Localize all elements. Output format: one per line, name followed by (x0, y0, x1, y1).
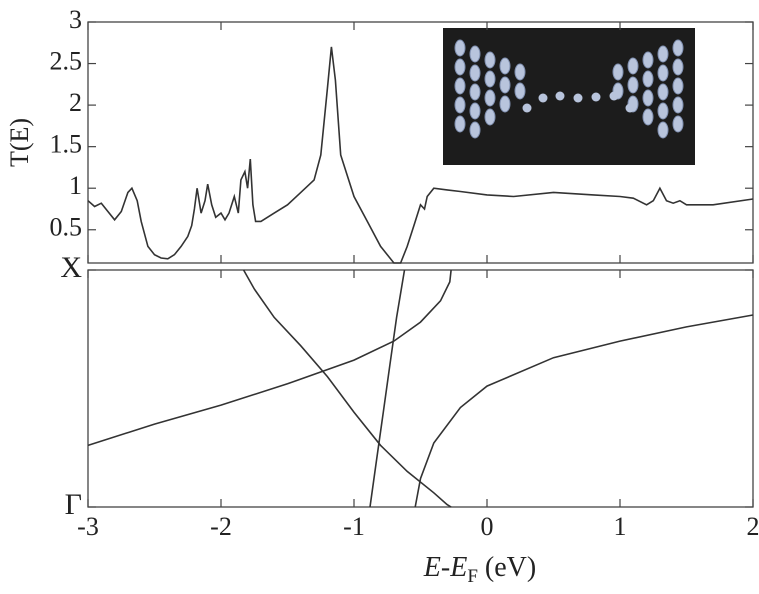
atoms (454, 39, 684, 139)
atom (591, 92, 601, 102)
atom (514, 82, 526, 100)
y-tick-label: 3 (69, 5, 82, 34)
inset-background (443, 28, 695, 165)
atom (469, 64, 481, 82)
atom (522, 103, 532, 113)
curve (87, 46, 754, 264)
atom (627, 76, 639, 94)
atom (454, 58, 466, 76)
atom (642, 108, 654, 126)
curve (87, 269, 452, 447)
y-tick-label: 1 (69, 171, 82, 200)
atom (657, 45, 669, 63)
atom (499, 57, 511, 75)
atom (625, 103, 635, 113)
atom (484, 51, 496, 69)
atom (469, 121, 481, 139)
y-tick-label: 0.5 (50, 213, 83, 242)
atom (484, 108, 496, 126)
atom (672, 96, 684, 114)
atom (514, 63, 526, 81)
atom (484, 89, 496, 107)
atom (499, 95, 511, 113)
atom (642, 51, 654, 69)
atom (538, 93, 548, 103)
atom (469, 102, 481, 120)
plot-frame (87, 269, 754, 508)
x-axis-label-part: F (467, 566, 478, 587)
atom (454, 96, 466, 114)
y-tick-label: 1.5 (50, 130, 83, 159)
atom (454, 115, 466, 133)
atom (499, 76, 511, 94)
atom (657, 64, 669, 82)
x-tick-label: -2 (210, 512, 232, 541)
atom (454, 77, 466, 95)
y-tick-label: 2.5 (50, 47, 83, 76)
plot-frame (87, 21, 754, 264)
x-tick-label: 2 (747, 512, 759, 541)
atom (555, 91, 565, 101)
atom (642, 70, 654, 88)
x-axis-label-part: E-E (423, 552, 468, 583)
x-axis-label-part: (eV) (485, 552, 536, 583)
atom (657, 102, 669, 120)
atom (642, 89, 654, 107)
y-tick-label: X (60, 251, 82, 284)
atom (573, 93, 583, 103)
curve (369, 269, 406, 508)
x-tick-label: -3 (77, 512, 99, 541)
curve (414, 314, 754, 508)
y-tick-label: Γ (65, 488, 82, 521)
atom (672, 77, 684, 95)
atom (454, 39, 466, 57)
atom (612, 63, 624, 81)
y-axis-label: T(E) (5, 118, 34, 167)
curve (242, 269, 452, 508)
atom (672, 58, 684, 76)
x-tick-label: -1 (343, 512, 365, 541)
atom (484, 70, 496, 88)
atom (672, 39, 684, 57)
atom (469, 83, 481, 101)
inset-image (443, 28, 695, 165)
x-tick-label: 1 (614, 512, 627, 541)
atom (657, 121, 669, 139)
y-tick-label: 2 (69, 88, 82, 117)
atom (672, 115, 684, 133)
atom (657, 83, 669, 101)
x-tick-label: 0 (481, 512, 494, 541)
atom (627, 57, 639, 75)
x-axis-label: E-EF (eV) (423, 552, 536, 587)
atom (469, 45, 481, 63)
atom (609, 91, 619, 101)
